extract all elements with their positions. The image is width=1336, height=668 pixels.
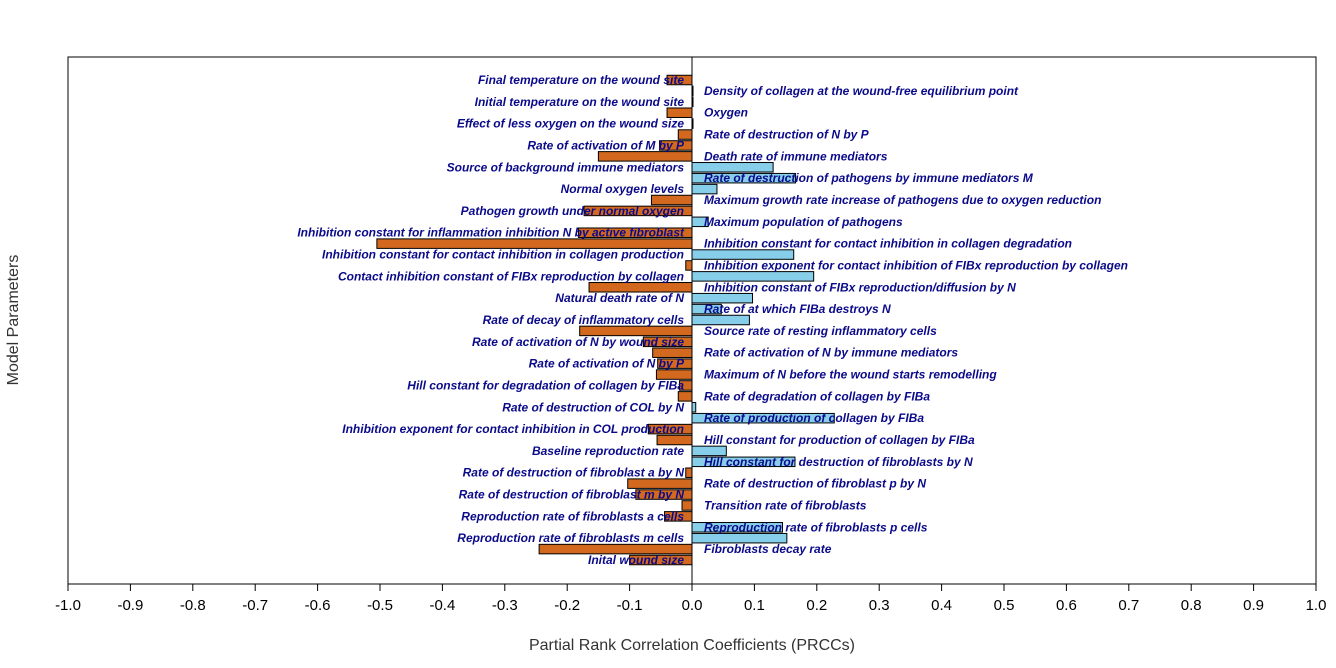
param-label: Maximum of N before the wound starts rem… bbox=[704, 368, 997, 382]
x-tick-label: -0.4 bbox=[429, 597, 455, 614]
param-label: Pathogen growth under normal oxygen bbox=[461, 204, 684, 218]
x-tick-label: -0.3 bbox=[492, 597, 518, 614]
x-tick-label: -0.7 bbox=[242, 597, 268, 614]
x-tick-label: 0.7 bbox=[1118, 597, 1139, 614]
x-tick-label: -0.2 bbox=[554, 597, 580, 614]
param-label: Rate of production of collagen by FIBa bbox=[704, 411, 924, 425]
param-label: Contact inhibition constant of FIBx repr… bbox=[338, 269, 684, 283]
bar bbox=[685, 467, 693, 478]
param-label: Final temperature on the wound site bbox=[478, 73, 684, 87]
x-axis: -1.0 -0.9 -0.8 -0.7 -0.6 -0.5 -0.4 -0.3 -0.2 -0.1… bbox=[55, 584, 1326, 614]
x-axis-title: Partial Rank Correlation Coefficients (P… bbox=[529, 637, 855, 654]
param-label: Inhibition exponent for contact inhibiti… bbox=[342, 422, 684, 436]
param-label: Rate of destruction of COL by N bbox=[502, 400, 684, 414]
x-tick-label: 1.0 bbox=[1306, 597, 1327, 614]
param-label: Maximum population of pathogens bbox=[704, 215, 903, 229]
param-label: Inhibition constant for contact inhibiti… bbox=[704, 237, 1072, 251]
x-tick-label: 0.5 bbox=[994, 597, 1015, 614]
x-tick-label: 0.0 bbox=[682, 597, 703, 614]
param-label: Maximum growth rate increase of pathogen… bbox=[704, 193, 1101, 207]
param-label: Hill constant for destruction of fibrobl… bbox=[704, 455, 973, 469]
param-label: Transition rate of fibroblasts bbox=[704, 498, 867, 512]
param-label: Density of collagen at the wound-free eq… bbox=[704, 84, 1019, 98]
x-tick-label: 0.3 bbox=[869, 597, 890, 614]
param-label: Reproduction rate of fibroblasts a cells bbox=[461, 509, 684, 523]
param-label: Rate of destruction of N by P bbox=[704, 128, 870, 142]
param-label: Rate of destruction of fibroblast p by N bbox=[704, 477, 926, 491]
param-label: Inhibition constant of FIBx reproduction… bbox=[704, 280, 1016, 294]
param-label: Inhibition constant for inflammation inh… bbox=[297, 226, 685, 240]
param-label: Rate of activation of M by P bbox=[527, 138, 685, 152]
param-label: Rate of activation of N by wound size bbox=[472, 335, 684, 349]
param-label: Source of background immune mediators bbox=[447, 160, 685, 174]
param-label: Effect of less oxygen on the wound size bbox=[457, 117, 684, 131]
param-label: Fibroblasts decay rate bbox=[704, 542, 832, 556]
param-labels-group: Final temperature on the wound site Densi… bbox=[297, 73, 1128, 567]
param-label: Inhibition exponent for contact inhibiti… bbox=[704, 258, 1128, 272]
param-label: Rate of destruction of pathogens by immu… bbox=[704, 171, 1034, 185]
x-tick-label: 0.4 bbox=[931, 597, 952, 614]
x-tick-label: 0.8 bbox=[1181, 597, 1202, 614]
x-tick-label: 0.9 bbox=[1243, 597, 1264, 614]
param-label: Baseline reproduction rate bbox=[532, 444, 684, 458]
bar bbox=[691, 402, 697, 413]
bars-group bbox=[376, 74, 835, 566]
param-label: Source rate of resting inflammatory cell… bbox=[704, 324, 937, 338]
param-label: Normal oxygen levels bbox=[561, 182, 685, 196]
x-tick-label: -0.5 bbox=[367, 597, 393, 614]
param-label: Inhibition constant for contact inhibiti… bbox=[322, 248, 684, 262]
param-label: Rate of decay of inflammatory cells bbox=[483, 313, 685, 327]
param-label: Reproduction rate of fibroblasts m cells bbox=[457, 531, 684, 545]
x-tick-label: -0.9 bbox=[117, 597, 143, 614]
y-axis-title: Model Parameters bbox=[5, 255, 22, 386]
param-label: Initial temperature on the wound site bbox=[475, 95, 685, 109]
param-label: Reproduction rate of fibroblasts p cells bbox=[704, 520, 928, 534]
x-tick-label: -1.0 bbox=[55, 597, 81, 614]
param-label: Rate of destruction of fibroblast a by N bbox=[463, 466, 685, 480]
param-label: Rate of degradation of collagen by FIBa bbox=[704, 389, 930, 403]
param-label: Hill constant for production of collagen… bbox=[704, 433, 975, 447]
param-label: Natural death rate of N bbox=[555, 291, 684, 305]
x-tick-label: 0.6 bbox=[1056, 597, 1077, 614]
param-label: Rate of activation of N by immune mediat… bbox=[704, 346, 958, 360]
bar bbox=[685, 260, 693, 271]
param-label: Death rate of immune mediators bbox=[704, 149, 888, 163]
param-label: Rate of destruction of fibroblast m by N bbox=[459, 488, 685, 502]
param-label: Hill constant for degradation of collage… bbox=[407, 378, 684, 392]
param-label: Oxygen bbox=[704, 106, 748, 120]
x-tick-label: 0.1 bbox=[744, 597, 765, 614]
param-label: Rate of at which FIBa destroys N bbox=[704, 302, 891, 316]
param-label: Inital wound size bbox=[588, 553, 684, 567]
param-label: Rate of activation of N by P bbox=[529, 357, 685, 371]
x-tick-label: -0.6 bbox=[305, 597, 331, 614]
x-tick-label: -0.8 bbox=[180, 597, 206, 614]
x-tick-label: 0.2 bbox=[806, 597, 827, 614]
x-tick-label: -0.1 bbox=[617, 597, 643, 614]
